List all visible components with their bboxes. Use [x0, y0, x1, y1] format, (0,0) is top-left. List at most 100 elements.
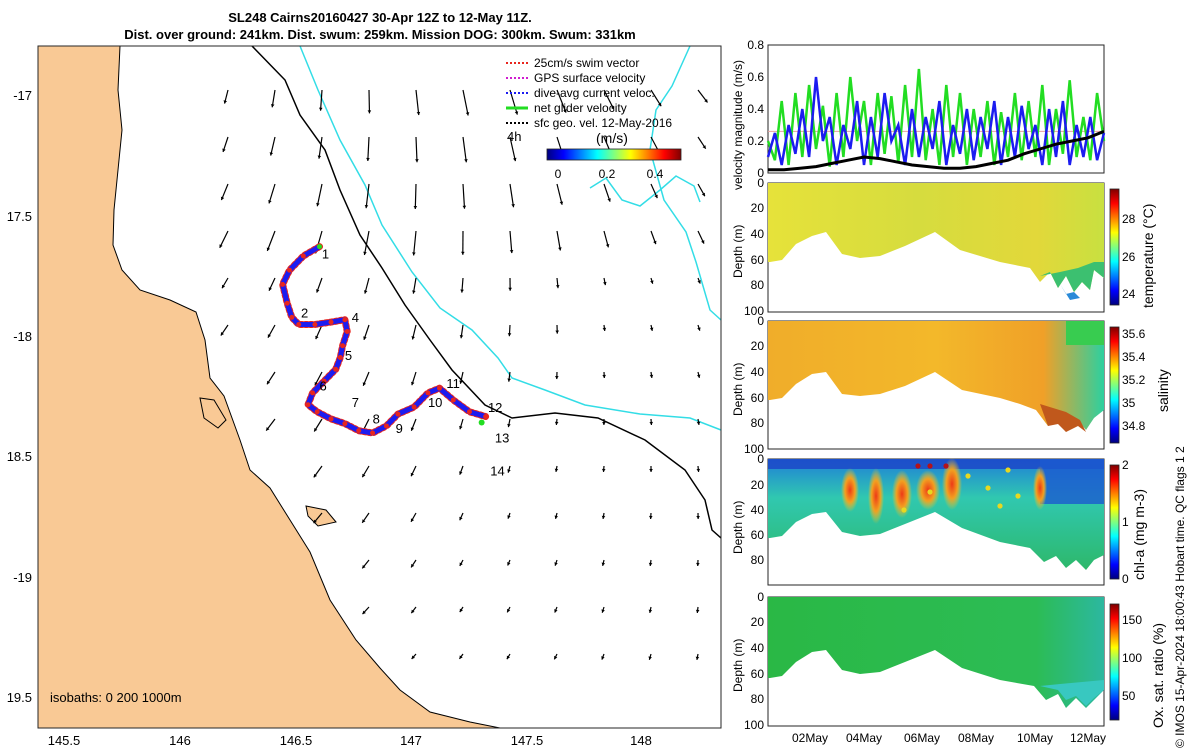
current-arrowhead-12 — [267, 334, 271, 338]
chla-bloom-1 — [841, 468, 859, 512]
map-time-annotation: 4h — [507, 129, 521, 144]
current-arrowhead-74 — [507, 608, 511, 613]
current-arrowhead-59 — [459, 516, 463, 521]
date-tick-06may: 06May — [904, 731, 940, 745]
current-arrowhead-73 — [507, 562, 511, 566]
map-frame — [37, 45, 722, 729]
ox-ylabel: Depth (m) — [731, 639, 745, 692]
track-label-14: 14 — [490, 463, 504, 478]
current-arrowhead-2 — [222, 148, 226, 152]
current-arrowhead-29 — [363, 290, 368, 294]
figure-title-line-2: Dist. over ground: 241km. Dist. swum: 25… — [124, 27, 636, 42]
sal-cbar-35-2: 35.2 — [1122, 373, 1146, 387]
chla-sample-10 — [997, 503, 1003, 509]
vel-ytick-0-8: 0.8 — [747, 38, 764, 52]
current-arrowhead-117 — [701, 192, 705, 197]
temp-cbar-28: 28 — [1122, 212, 1136, 226]
sal-ytick-80: 80 — [751, 416, 765, 430]
current-arrow-65 — [509, 183, 515, 208]
map-land — [37, 45, 501, 729]
current-arrow-16 — [318, 136, 323, 159]
net-glider-end — [478, 419, 485, 426]
current-arrowhead-25 — [367, 110, 372, 114]
current-arrowhead-81 — [555, 330, 559, 334]
current-arrowhead-67 — [508, 287, 512, 291]
track-point — [296, 321, 302, 327]
current-arrow-8 — [270, 136, 276, 156]
track-label-6: 6 — [320, 379, 327, 394]
current-arrowhead-100 — [601, 609, 605, 613]
ox-ytick-100: 100 — [744, 718, 764, 732]
current-arrowhead-83 — [554, 421, 559, 425]
map-cbar-tick-0-4: 0.4 — [647, 167, 664, 181]
current-arrowhead-40 — [412, 252, 416, 256]
ox-ytick-60: 60 — [751, 667, 765, 681]
current-arrowhead-13 — [267, 380, 271, 385]
current-arrowhead-57 — [459, 425, 463, 430]
ox-colorbar-label: Ox. sat. ratio (%) — [1150, 623, 1166, 728]
track-point — [321, 378, 327, 384]
sal-ytick-20: 20 — [751, 339, 765, 353]
vel-ytick-0-4: 0.4 — [747, 102, 764, 116]
temp-ytick-60: 60 — [751, 253, 765, 267]
track-point — [450, 397, 456, 403]
map-ytick-17-5: 17.5 — [7, 209, 32, 224]
current-arrow-63 — [509, 89, 518, 115]
map-ytick-18-5: 18.5 — [7, 449, 32, 464]
vel-ytick-0: 0 — [757, 166, 764, 180]
current-arrowhead-104 — [654, 194, 658, 199]
current-arrowhead-97 — [601, 468, 606, 472]
sal-cbar-34-8: 34.8 — [1122, 419, 1146, 433]
chla-bloom-4 — [916, 470, 940, 510]
current-arrow-17 — [316, 183, 323, 207]
current-arrow-50 — [462, 89, 469, 116]
current-arrow-40 — [412, 230, 417, 256]
current-arrow-37 — [415, 89, 420, 116]
current-arrowhead-54 — [460, 289, 464, 293]
track-label-11: 11 — [446, 376, 460, 391]
temp-cbar-26: 26 — [1122, 250, 1136, 264]
current-arrowhead-112 — [648, 562, 653, 566]
current-arrowhead-109 — [649, 421, 654, 425]
current-arrowhead-86 — [554, 562, 558, 566]
current-arrowhead-36 — [362, 610, 366, 615]
current-arrowhead-75 — [506, 655, 510, 660]
current-arrowhead-120 — [697, 327, 701, 331]
current-arrowhead-48 — [411, 609, 415, 614]
track-point — [337, 355, 343, 361]
ox-cbar-100: 100 — [1122, 651, 1142, 665]
track-label-1: 1 — [322, 246, 329, 261]
current-arrowhead-38 — [415, 159, 419, 163]
track-point — [344, 329, 350, 335]
temperature-cool-patch — [1040, 262, 1104, 292]
sal-ylabel: Depth (m) — [731, 363, 745, 416]
track-point — [328, 416, 334, 422]
current-arrowhead-92 — [605, 243, 610, 248]
isobath-1000 — [299, 45, 722, 431]
map-xtick-146-5: 146.5 — [280, 733, 313, 748]
current-arrowhead-41 — [412, 290, 416, 294]
current-arrowhead-79 — [558, 247, 562, 251]
sal-cbar-35-6: 35.6 — [1122, 327, 1146, 341]
current-arrowhead-6 — [220, 332, 225, 336]
oxygen-section — [768, 597, 1104, 708]
track-point — [310, 390, 316, 396]
sal-cbar-35-4: 35.4 — [1122, 350, 1146, 364]
island-1 — [199, 397, 227, 429]
current-arrowhead-43 — [411, 381, 415, 386]
current-arrowhead-42 — [411, 336, 415, 340]
current-arrowhead-4 — [219, 244, 223, 248]
salinity-section — [768, 321, 1104, 432]
current-arrowhead-60 — [459, 562, 463, 566]
date-tick-08may: 08May — [958, 731, 994, 745]
temp-cbar-24: 24 — [1122, 287, 1136, 301]
track-point — [395, 411, 401, 417]
track-point — [466, 409, 472, 415]
glider-track — [279, 243, 490, 437]
current-arrowhead-110 — [649, 468, 653, 472]
current-arrowhead-82 — [555, 376, 559, 380]
current-arrowhead-70 — [507, 423, 511, 428]
current-arrowhead-14 — [266, 427, 270, 431]
current-arrowhead-22 — [314, 428, 318, 432]
current-arrowhead-96 — [602, 421, 606, 425]
